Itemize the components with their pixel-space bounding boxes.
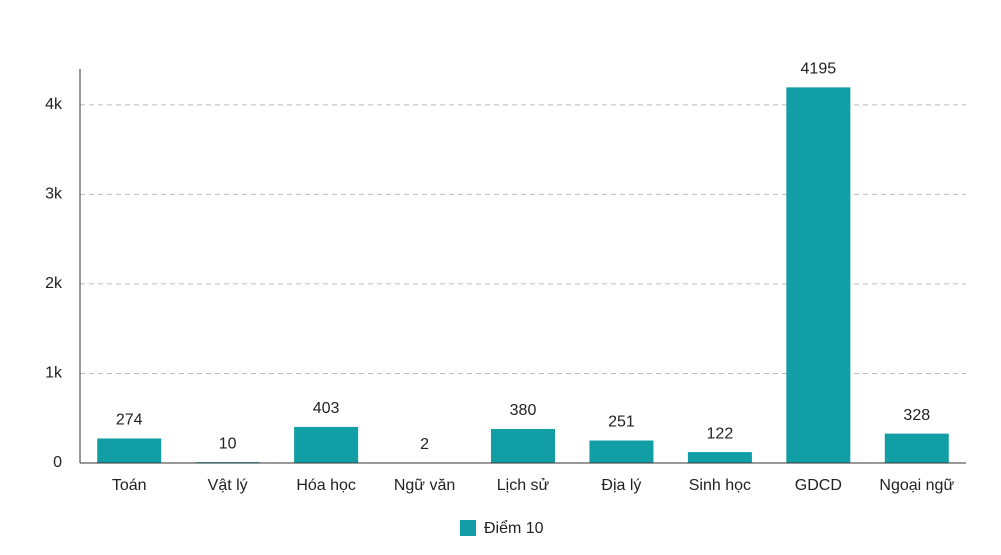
value-label: 4195 [801,61,837,78]
x-tick-label: Vật lý [208,477,248,494]
x-tick-label: Toán [112,477,147,494]
bar [687,452,752,463]
x-tick-label: GDCD [795,477,842,494]
value-label: 10 [219,435,237,452]
value-label: 328 [903,407,930,424]
value-label: 251 [608,414,635,431]
bar [589,440,654,463]
legend-swatch [460,520,476,536]
x-tick-label: Lịch sử [497,477,550,494]
x-tick-label: Địa lý [601,477,641,494]
x-tick-label: Ngoại ngữ [879,477,954,494]
y-tick-label: 2k [45,275,63,292]
bar [294,426,359,463]
y-tick-label: 0 [53,454,62,471]
value-label: 122 [707,425,734,442]
value-label: 380 [510,402,537,419]
value-label: 2 [420,436,429,453]
bar [491,428,555,463]
y-tick-label: 1k [45,365,63,382]
bar [786,87,851,464]
x-tick-label: Sinh học [689,477,751,494]
legend-label: Điểm 10 [484,519,544,537]
x-tick-label: Hóa học [296,477,356,494]
y-tick-label: 3k [45,186,63,203]
value-label: 274 [116,412,143,429]
bar [884,433,949,463]
bar [97,438,162,463]
y-tick-label: 4k [45,96,63,113]
x-tick-label: Ngữ văn [394,477,455,494]
value-label: 403 [313,400,340,417]
